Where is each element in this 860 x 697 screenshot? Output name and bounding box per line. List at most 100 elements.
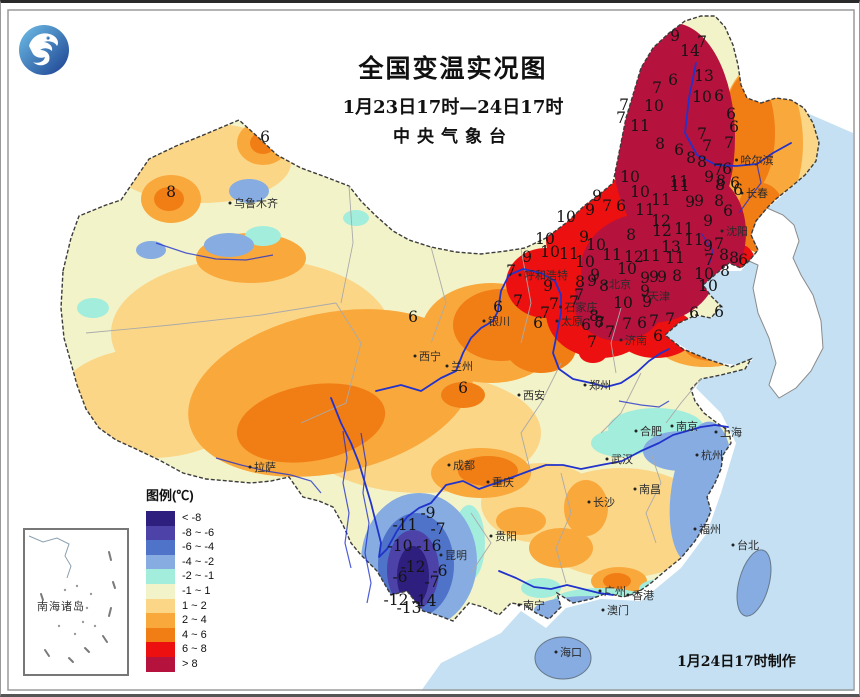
city-label: 西安 xyxy=(523,388,545,402)
temp-value-label: 10 xyxy=(692,88,712,106)
temp-value-label: 8 xyxy=(626,226,636,244)
city-dot xyxy=(248,465,252,469)
legend-range-label: -1 ~ 1 xyxy=(182,584,211,597)
legend-row: 1 ~ 2 xyxy=(146,598,214,614)
temp-value-label: 8 xyxy=(594,313,604,331)
city-dot xyxy=(642,294,646,298)
temp-value-label: 7 xyxy=(506,262,516,280)
legend-row: -2 ~ -1 xyxy=(146,569,214,584)
city-label: 广州 xyxy=(604,585,626,598)
city-label: 乌鲁木齐 xyxy=(234,196,278,210)
legend: 图例(℃) < -8 -8 ~ -6 -6 ~ -4 -4 ~ -2 -2 ~ -1 -1… xyxy=(146,485,214,672)
city-label: 呼和浩特 xyxy=(524,268,568,282)
city-dot xyxy=(518,273,522,277)
temp-value-label: 8 xyxy=(715,176,725,194)
legend-swatch xyxy=(146,613,175,628)
city-dot xyxy=(228,201,232,205)
temp-value-label: 6 xyxy=(729,118,739,136)
legend-range-label: -6 ~ -4 xyxy=(182,541,215,554)
temp-value-label: 8 xyxy=(719,246,729,264)
cma-logo xyxy=(19,25,69,75)
legend-swatch xyxy=(146,511,175,526)
temp-value-label: 12 xyxy=(652,222,672,240)
temp-value-label: 9 xyxy=(670,27,680,45)
city-dot xyxy=(517,603,521,607)
legend-swatch xyxy=(146,656,175,672)
temp-value-label: 13 xyxy=(661,238,681,256)
temp-value-label: 9 xyxy=(703,237,713,255)
city-dot xyxy=(626,593,630,597)
temp-value-label: 6 xyxy=(689,304,699,322)
temp-value-label: -9 xyxy=(420,504,435,522)
legend-range-label: 2 ~ 4 xyxy=(182,614,207,627)
temp-value-label: 6 xyxy=(260,128,270,146)
city-label: 沈阳 xyxy=(726,224,748,238)
city-label: 长沙 xyxy=(593,496,615,509)
temp-value-label: 9 xyxy=(590,266,600,284)
city-label: 福州 xyxy=(699,522,721,536)
temp-value-label: 11 xyxy=(630,117,650,135)
temp-value-label: 10 xyxy=(698,277,718,295)
city-dot xyxy=(634,429,638,433)
city-dot xyxy=(619,338,623,342)
temp-value-label: 9 xyxy=(704,168,714,186)
city-label: 杭州 xyxy=(701,448,723,462)
temp-value-label: 10 xyxy=(613,294,633,312)
city-label: 澳门 xyxy=(607,603,629,617)
temp-value-label: 6 xyxy=(726,105,736,123)
city-dot xyxy=(559,305,562,309)
temp-value-label: 10 xyxy=(620,168,640,186)
city-label: 武汉 xyxy=(611,453,633,466)
hainan-island xyxy=(534,636,592,680)
city-label: 北京 xyxy=(609,277,631,291)
temp-value-label: 7 xyxy=(665,310,675,328)
city-dot xyxy=(447,463,451,467)
temp-value-label: 9 xyxy=(649,268,659,286)
temp-value-label: 11 xyxy=(635,201,655,219)
temp-value-label: 11 xyxy=(684,231,704,249)
legend-range-label: -2 ~ -1 xyxy=(182,570,215,583)
temp-value-label: -7 xyxy=(430,520,445,538)
legend-row: 6 ~ 8 xyxy=(146,642,214,657)
temp-value-label: 8 xyxy=(714,192,724,210)
temp-value-label: 10 xyxy=(644,97,664,115)
temp-value-label: 8 xyxy=(166,183,176,201)
city-label: 太原 xyxy=(561,315,583,328)
temp-value-label: 11 xyxy=(641,247,661,265)
city-dot xyxy=(740,191,744,195)
temp-value-label: 6 xyxy=(493,298,503,316)
city-label: 海口 xyxy=(560,645,582,659)
legend-swatch xyxy=(146,642,175,657)
city-dot xyxy=(598,589,602,593)
south-china-sea-inset: 南海诸岛 xyxy=(23,528,129,676)
temp-value-label: 8 xyxy=(697,153,707,171)
temp-value-label: 11 xyxy=(670,177,690,195)
map-frame xyxy=(7,9,855,691)
temp-value-label: -12 xyxy=(401,558,426,576)
temp-value-label: 6 xyxy=(637,314,647,332)
sea-area xyxy=(421,113,853,691)
legend-items: < -8 -8 ~ -6 -6 ~ -4 -4 ~ -2 -2 ~ -1 -1 ~ 1 1 … xyxy=(146,511,214,672)
temp-value-label: 7 xyxy=(622,315,632,333)
city-dot xyxy=(720,229,724,233)
city-dot xyxy=(482,319,486,323)
city-dot xyxy=(445,364,449,368)
temp-value-label: 7 xyxy=(697,33,707,51)
city-label: 南京 xyxy=(676,419,698,433)
city-label: 成都 xyxy=(453,459,475,472)
temp-value-label: 6 xyxy=(714,87,724,105)
temp-value-label: 10 xyxy=(694,265,714,283)
temp-value-label: 9 xyxy=(694,192,704,210)
temp-value-label: 7 xyxy=(619,96,629,114)
inset-label: 南海诸岛 xyxy=(37,601,85,613)
city-label: 贵阳 xyxy=(495,530,517,543)
temp-value-label: 9 xyxy=(585,201,595,219)
temp-value-label: 7 xyxy=(697,125,707,143)
temp-value-label: 7 xyxy=(605,323,615,341)
city-dot xyxy=(413,354,417,358)
city-label: 昆明 xyxy=(445,549,467,562)
temp-value-label: -11 xyxy=(393,516,418,534)
taiwan-island xyxy=(736,549,772,617)
legend-title: 图例(℃) xyxy=(146,488,194,503)
